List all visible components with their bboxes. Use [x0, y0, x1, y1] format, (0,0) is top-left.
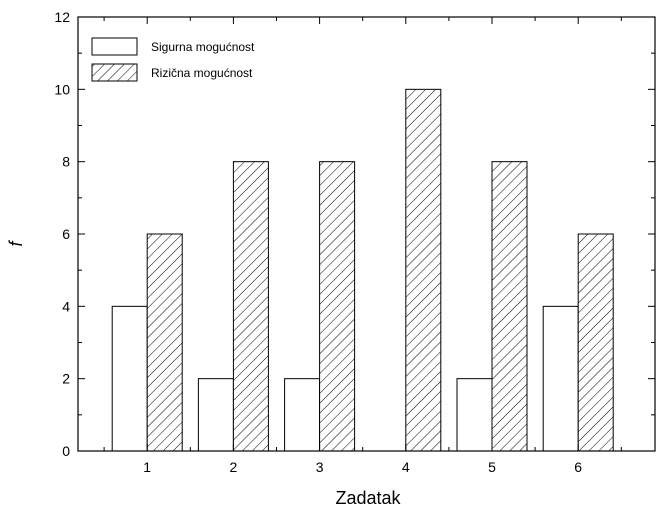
legend-label-sigurna: Sigurna mogućnost: [151, 40, 255, 54]
y-tick-label: 2: [62, 371, 70, 387]
bar-rizicna: [577, 233, 614, 452]
bar-sigurna: [542, 305, 579, 452]
y-tick-label: 0: [62, 443, 70, 459]
bar-rizicna: [232, 161, 269, 452]
x-tick-label: 4: [402, 459, 410, 475]
bar-sigurna: [284, 378, 321, 452]
legend-swatch-sigurna: [91, 37, 138, 56]
bar-rizicna: [405, 88, 442, 452]
bar-rizicna: [319, 161, 356, 452]
bar-sigurna: [456, 378, 493, 452]
bar-sigurna: [197, 378, 234, 452]
legend-label-rizicna: Rizična mogućnost: [151, 66, 253, 80]
bar-rizicna: [491, 161, 528, 452]
y-tick-label: 4: [62, 298, 70, 314]
x-tick-label: 6: [574, 459, 582, 475]
x-tick-label: 3: [316, 459, 324, 475]
x-tick-label: 5: [488, 459, 496, 475]
x-tick-label: 2: [230, 459, 238, 475]
y-tick-label: 10: [54, 81, 70, 97]
y-tick-label: 8: [62, 154, 70, 170]
bar-rizicna: [146, 233, 183, 452]
bar-sigurna: [111, 305, 148, 452]
x-axis-title: Zadatak: [335, 488, 401, 508]
y-tick-label: 6: [62, 226, 70, 242]
x-tick-label: 1: [143, 459, 151, 475]
y-tick-label: 12: [54, 9, 70, 25]
legend-swatch-rizicna: [91, 63, 138, 82]
y-axis-title: f: [6, 240, 26, 247]
